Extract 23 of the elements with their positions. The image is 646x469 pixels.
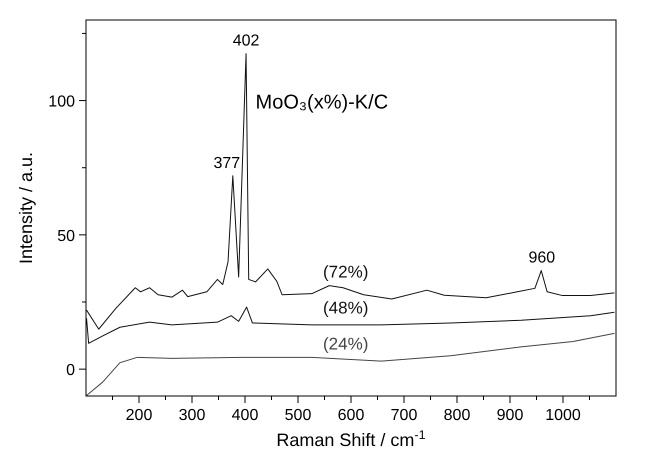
x-tick-label: 700 bbox=[390, 407, 418, 424]
annotation: 377 bbox=[213, 154, 240, 172]
x-tick-label: 500 bbox=[284, 407, 312, 424]
annotation: 960 bbox=[528, 250, 556, 267]
x-tick-label: 800 bbox=[444, 407, 470, 424]
x-tick-label: 200 bbox=[126, 407, 152, 424]
series-label: (72%) bbox=[323, 262, 368, 282]
line-series bbox=[86, 53, 615, 330]
series-label: (24%) bbox=[323, 334, 368, 354]
x-tick-label: 400 bbox=[232, 407, 258, 424]
annotation: MoO₃(x%)-K/C bbox=[256, 92, 388, 114]
x-tick-label: 600 bbox=[338, 407, 364, 424]
y-tick-label: 0 bbox=[66, 362, 76, 380]
x-axis-title: Raman Shift / cm$^{-1}$ bbox=[276, 428, 426, 450]
x-tick-label: 900 bbox=[496, 407, 524, 424]
y-axis-title: Intensity / a.u. bbox=[16, 152, 36, 264]
x-tick-label: 300 bbox=[178, 407, 206, 424]
x-tick-label: 1000 bbox=[545, 407, 581, 424]
y-tick-label: 100 bbox=[48, 94, 76, 111]
annotation: 402 bbox=[232, 32, 260, 50]
series-label: (48%) bbox=[323, 298, 368, 318]
y-tick-label: 50 bbox=[57, 228, 76, 245]
line-series bbox=[86, 332, 615, 396]
